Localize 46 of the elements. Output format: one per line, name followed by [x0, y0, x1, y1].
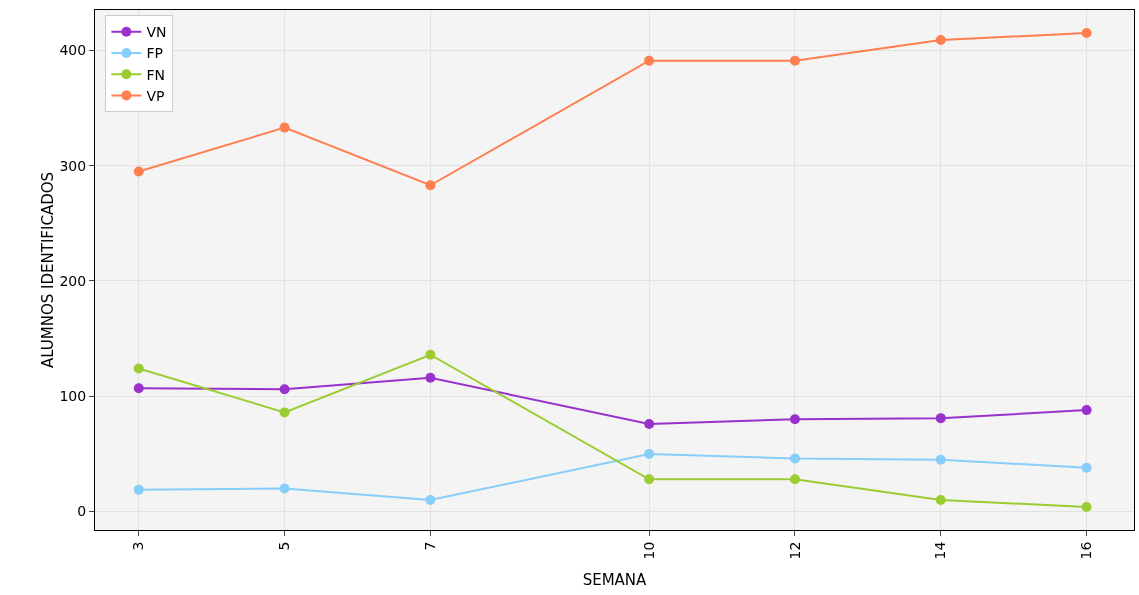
legend-label: FP	[146, 45, 163, 62]
y-tick-label: 100	[59, 388, 87, 405]
x-tick-label: 12	[786, 541, 803, 560]
point	[425, 349, 436, 360]
point	[935, 454, 946, 465]
point	[644, 448, 655, 459]
point	[789, 453, 800, 464]
point	[789, 414, 800, 425]
point	[133, 383, 144, 394]
x-tick-label: 16	[1078, 541, 1095, 560]
y-tick-label: 200	[59, 272, 87, 289]
point	[789, 474, 800, 485]
x-tick-label: 5	[276, 541, 293, 551]
point	[133, 484, 144, 495]
point	[935, 413, 946, 424]
point	[1081, 28, 1092, 39]
point	[425, 495, 436, 506]
point	[935, 495, 946, 506]
point	[644, 55, 655, 66]
point	[279, 384, 290, 395]
x-tick-label: 7	[421, 541, 438, 551]
point	[644, 418, 655, 429]
x-axis-title: SEMANA	[582, 571, 648, 589]
x-tick-label: 14	[932, 541, 949, 560]
point	[133, 363, 144, 374]
point	[279, 122, 290, 133]
legend-label: VN	[146, 24, 167, 41]
point	[1081, 501, 1092, 512]
x-tick-label: 3	[130, 541, 147, 551]
point	[1081, 405, 1092, 416]
point	[279, 483, 290, 494]
legend-label: VP	[146, 87, 165, 104]
point	[935, 34, 946, 45]
point	[133, 166, 144, 177]
point	[789, 55, 800, 66]
y-tick-label: 0	[77, 503, 87, 520]
point	[425, 180, 436, 191]
point	[1081, 462, 1092, 473]
point	[279, 407, 290, 418]
y-axis-title: ALUMNOS IDENTIFICADOS	[39, 171, 58, 369]
point	[425, 372, 436, 383]
y-tick-label: 300	[59, 157, 87, 174]
x-tick-label: 10	[640, 541, 657, 560]
y-tick-label: 400	[59, 42, 87, 59]
point	[644, 474, 655, 485]
legend-label: FN	[146, 66, 165, 83]
